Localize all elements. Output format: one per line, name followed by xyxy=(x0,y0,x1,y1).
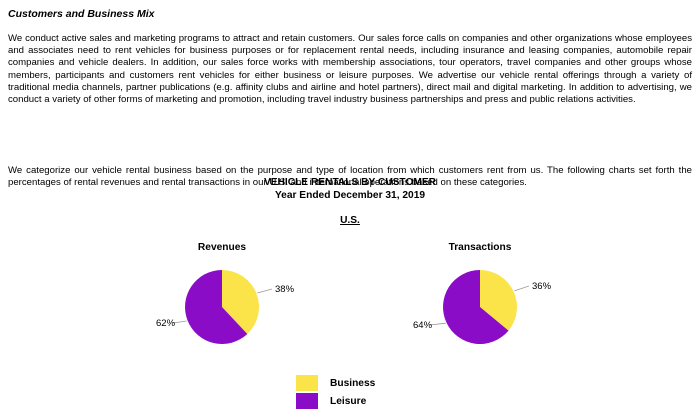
transactions-slice-business xyxy=(480,270,517,331)
revenues-slice-business xyxy=(222,270,260,334)
legend-item-leisure: Leisure xyxy=(296,393,366,409)
categorization-paragraph: We categorize our vehicle rental busines… xyxy=(8,165,692,189)
chart-title: VEHICLE RENTALS BY CUSTOMER xyxy=(263,177,437,188)
chart-subtitle: Year Ended December 31, 2019 xyxy=(274,190,426,201)
legend-item-business: Business xyxy=(296,375,375,391)
transactions-value-label-leisure: 64% xyxy=(413,320,433,331)
revenues-pie-title: Revenues xyxy=(197,242,247,253)
region-label: U.S. xyxy=(340,215,360,226)
transactions-leader-line-leisure xyxy=(429,322,446,326)
revenues-value-label-business: 38% xyxy=(275,284,295,295)
transactions-pie-title: Transactions xyxy=(448,242,512,253)
revenues-value-label-leisure: 62% xyxy=(156,318,176,329)
transactions-slice-leisure xyxy=(443,270,509,344)
revenues-leader-line-business xyxy=(257,288,273,294)
legend-label-business: Business xyxy=(330,377,376,389)
transactions-leader-line-business xyxy=(514,285,530,292)
revenues-leader-line-leisure xyxy=(172,320,187,324)
section-heading: Customers and Business Mix xyxy=(8,8,155,20)
legend-label-leisure: Leisure xyxy=(330,395,367,407)
marketing-paragraph: We conduct active sales and marketing pr… xyxy=(8,33,692,106)
revenues-slice-leisure xyxy=(185,270,248,344)
transactions-value-label-business: 36% xyxy=(532,281,552,292)
legend-swatch-leisure xyxy=(296,393,318,409)
legend-swatch-business xyxy=(296,375,318,391)
